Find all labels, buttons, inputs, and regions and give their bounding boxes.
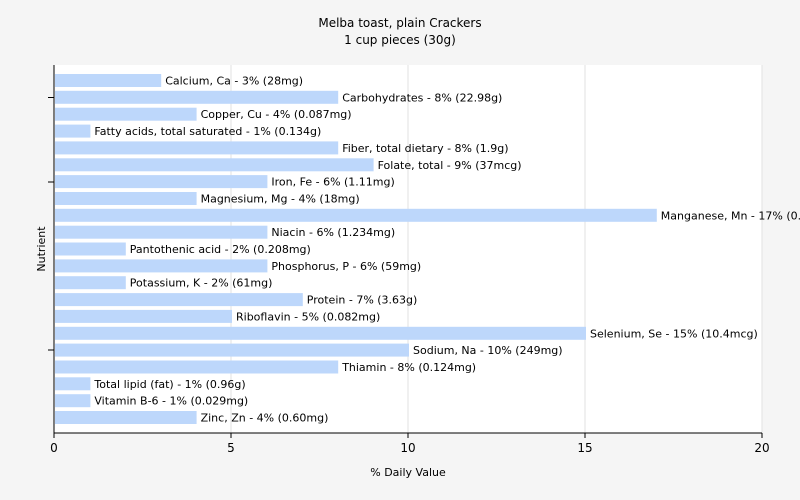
bar-15	[55, 326, 586, 340]
bar-label-3: Fatty acids, total saturated - 1% (0.134…	[94, 125, 321, 138]
bar-label-6: Iron, Fe - 6% (1.11mg)	[271, 176, 394, 189]
bar-13	[55, 293, 303, 307]
bar-label-0: Calcium, Ca - 3% (28mg)	[165, 75, 303, 88]
bar-label-17: Thiamin - 8% (0.124mg)	[341, 361, 476, 374]
bar-8	[55, 208, 657, 222]
bar-label-13: Protein - 7% (3.63g)	[307, 294, 418, 307]
x-tick-label-2: 10	[400, 441, 415, 455]
bar-label-14: Riboflavin - 5% (0.082mg)	[236, 310, 380, 323]
bar-label-20: Zinc, Zn - 4% (0.60mg)	[201, 412, 329, 425]
bar-14	[55, 309, 232, 323]
bar-5	[55, 158, 374, 172]
x-tick-label-3: 15	[577, 441, 592, 455]
x-tick-label-0: 0	[50, 441, 58, 455]
bar-label-8: Manganese, Mn - 17% (0.339mg)	[661, 209, 800, 222]
x-tick-label-4: 20	[754, 441, 769, 455]
bar-label-10: Pantothenic acid - 2% (0.208mg)	[130, 243, 311, 256]
bar-4	[55, 141, 339, 155]
bar-label-11: Phosphorus, P - 6% (59mg)	[271, 260, 421, 273]
bar-label-5: Folate, total - 9% (37mcg)	[378, 159, 522, 172]
x-tick-label-1: 5	[227, 441, 235, 455]
bar-18	[55, 377, 91, 391]
bar-label-12: Potassium, K - 2% (61mg)	[130, 277, 273, 290]
bar-19	[55, 394, 91, 408]
bar-label-7: Magnesium, Mg - 4% (18mg)	[201, 193, 360, 206]
bar-label-16: Sodium, Na - 10% (249mg)	[413, 344, 563, 357]
bar-1	[55, 90, 339, 104]
bar-label-9: Niacin - 6% (1.234mg)	[271, 226, 395, 239]
bar-6	[55, 175, 268, 189]
bar-label-4: Fiber, total dietary - 8% (1.9g)	[342, 142, 508, 155]
bars: Calcium, Ca - 3% (28mg) Carbohydrates - 8…	[55, 74, 800, 425]
bar-3	[55, 124, 91, 138]
bar-16	[55, 343, 409, 357]
bar-label-1: Carbohydrates - 8% (22.98g)	[342, 91, 502, 104]
bar-label-2: Copper, Cu - 4% (0.087mg)	[201, 108, 352, 121]
bar-11	[55, 259, 268, 273]
bar-20	[55, 411, 197, 424]
bar-0	[55, 74, 162, 87]
axes: 0 5 10 15 20	[48, 65, 770, 455]
x-axis-label: % Daily Value	[370, 466, 446, 479]
bar-label-15: Selenium, Se - 15% (10.4mcg)	[590, 327, 758, 340]
bar-2	[55, 107, 197, 121]
y-axis-label: Nutrient	[35, 226, 48, 272]
bar-9	[55, 225, 268, 239]
bar-12	[55, 276, 126, 290]
bar-10	[55, 242, 126, 256]
bar-17	[55, 360, 339, 374]
bar-label-19: Vitamin B-6 - 1% (0.029mg)	[94, 395, 248, 408]
chart-title: Melba toast, plain Crackers	[318, 16, 481, 30]
chart-subtitle: 1 cup pieces (30g)	[344, 33, 456, 47]
bar-label-18: Total lipid (fat) - 1% (0.96g)	[93, 378, 245, 391]
bar-7	[55, 192, 197, 205]
